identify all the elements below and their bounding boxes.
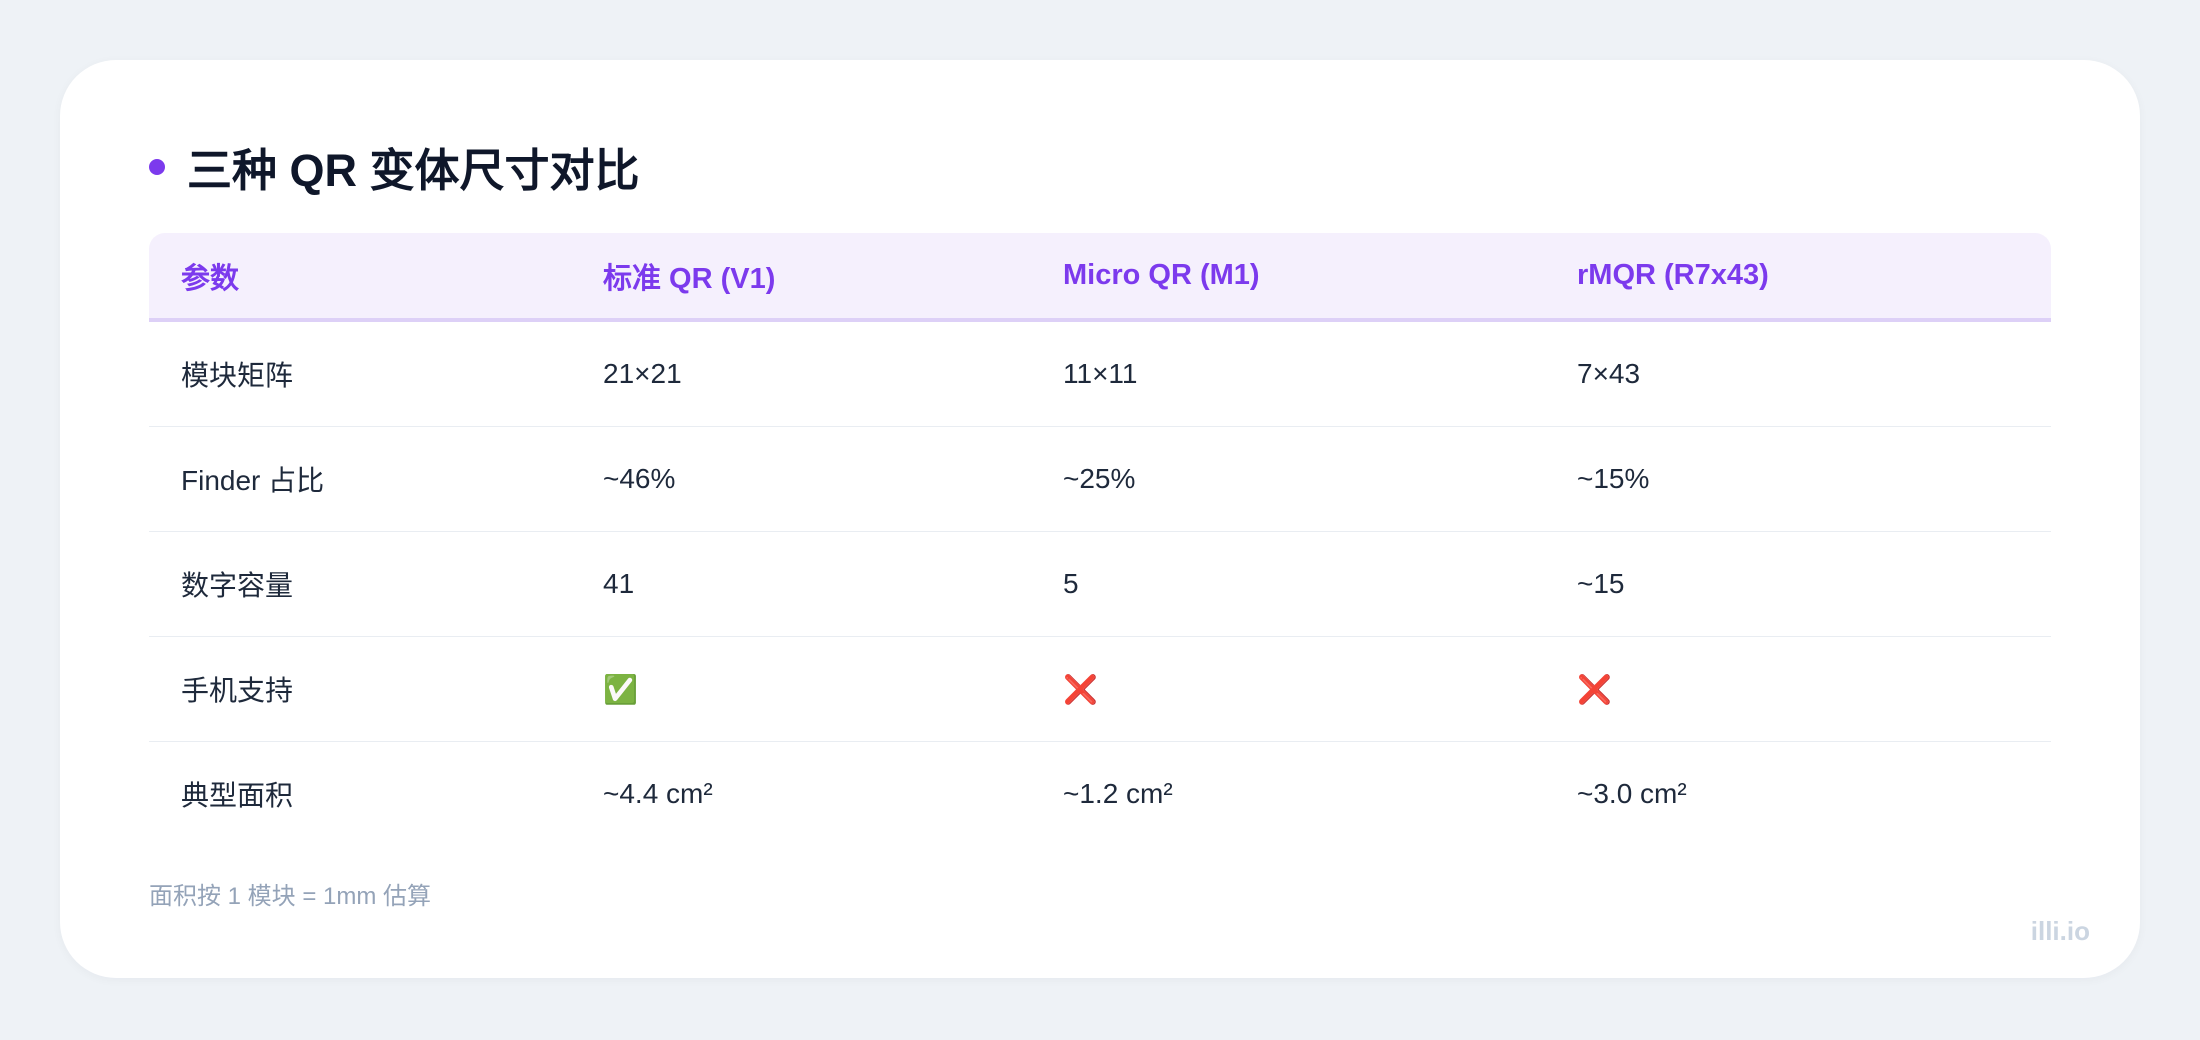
- column-header: Micro QR (M1): [1031, 233, 1545, 322]
- row-label: Finder 占比: [149, 426, 571, 532]
- column-header: 参数: [149, 233, 571, 322]
- table-cell: ~15: [1545, 531, 2051, 637]
- table-cell: ~1.2 cm²: [1063, 778, 1173, 809]
- row-label: 手机支持: [149, 636, 571, 742]
- title: 三种 QR 变体尺寸对比: [187, 145, 640, 196]
- row-label: 典型面积: [181, 780, 294, 811]
- table-cell: ❌: [1545, 636, 2051, 742]
- bullet: [149, 158, 165, 175]
- watermark: illi.io: [2030, 916, 2090, 946]
- table-cell: 5: [1031, 531, 1545, 637]
- table-cell: ~3.0 cm²: [1577, 778, 1687, 809]
- table-row: Finder 占比 ~46% ~25% ~15%: [149, 426, 2051, 532]
- table-row: 模块矩阵 21×21 11×11 7×43: [149, 320, 2051, 427]
- column-header: 标准 QR (V1): [571, 233, 1031, 322]
- table-cell: ✅: [571, 636, 1031, 742]
- title-row: 三种 QR 变体尺寸对比: [149, 134, 640, 199]
- table-cell: ~15%: [1545, 426, 2051, 532]
- table-cell: ~4.4 cm²: [603, 778, 713, 809]
- table: 参数 标准 QR (V1) Micro QR (M1) rMQR (R7x43) 模块…: [149, 233, 2051, 846]
- table-cell: 41: [571, 531, 1031, 637]
- table-cell: ❌: [1031, 636, 1545, 742]
- card: 三种 QR 变体尺寸对比 参数 标准 QR (V1) Micro QR (M1) rM…: [60, 60, 2140, 978]
- header-row: 参数 标准 QR (V1) Micro QR (M1) rMQR (R7x43): [149, 233, 2051, 322]
- table-cell: 7×43: [1545, 320, 2051, 427]
- footnote: 面积按 1 模块 = 1mm 估算: [149, 883, 432, 910]
- table-cell: ~25%: [1031, 426, 1545, 532]
- table-row: 典型面积 ~4.4 cm² ~1.2 cm² ~3.0 cm²: [149, 742, 2051, 847]
- column-header: rMQR (R7x43): [1545, 233, 2051, 322]
- table-row: 数字容量 41 5 ~15: [149, 531, 2051, 637]
- table-cell: ~46%: [571, 426, 1031, 532]
- table-row: 手机支持 ✅ ❌ ❌: [149, 636, 2051, 742]
- table-cell: 21×21: [571, 320, 1031, 427]
- row-label: 模块矩阵: [149, 320, 571, 427]
- table-cell: 11×11: [1031, 320, 1545, 427]
- row-label: 数字容量: [149, 531, 571, 637]
